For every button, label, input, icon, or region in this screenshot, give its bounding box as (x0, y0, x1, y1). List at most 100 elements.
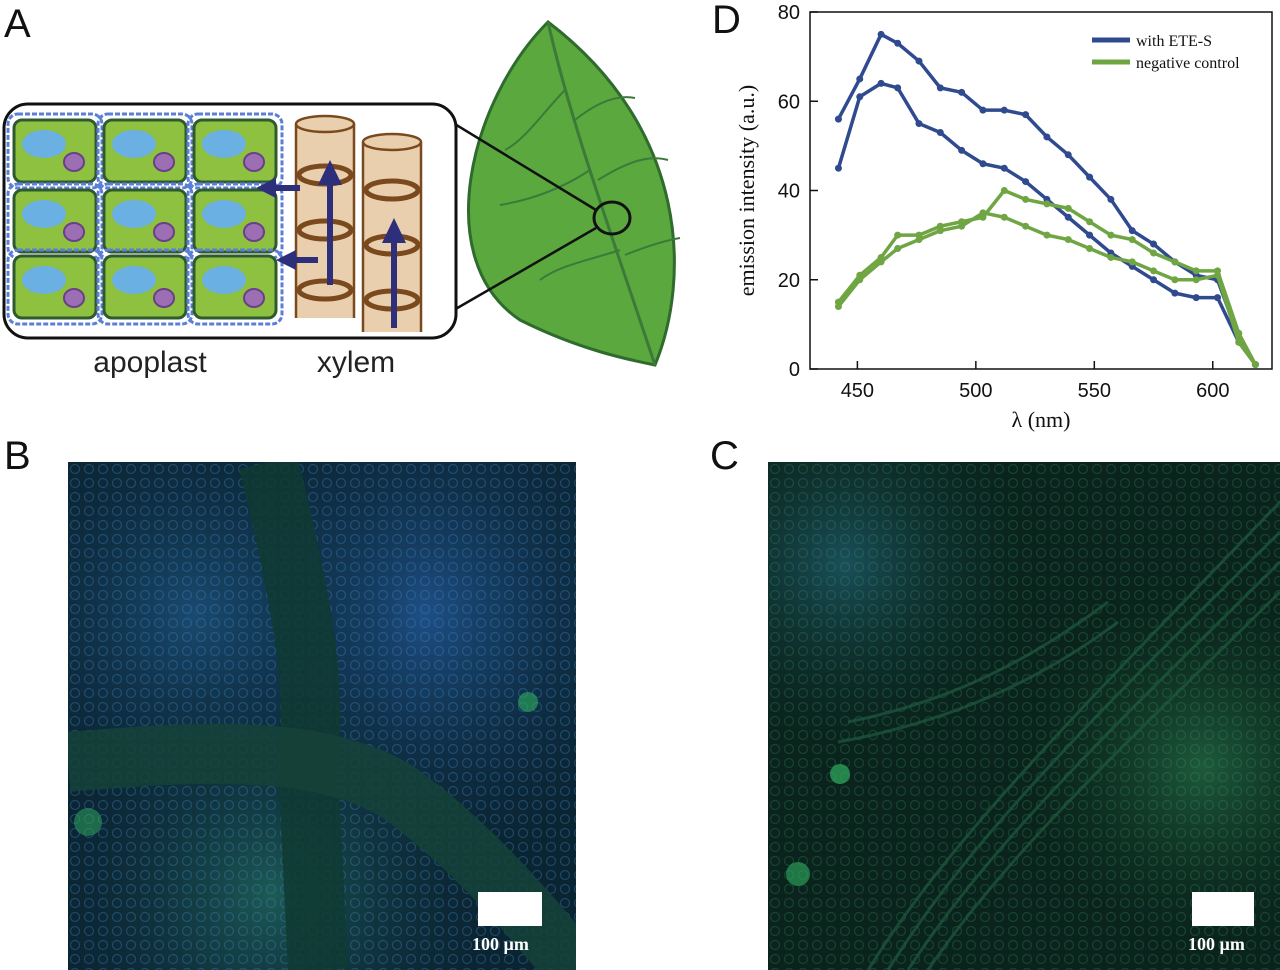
panel-letter-b: B (4, 434, 31, 478)
data-point (1022, 195, 1030, 203)
data-point (1043, 200, 1051, 208)
panel-letter-c: C (710, 434, 739, 478)
data-point (936, 128, 944, 136)
data-point (834, 115, 842, 123)
data-point (877, 258, 885, 266)
series-line (834, 79, 1259, 369)
plant-cell (6, 182, 104, 260)
scale-bar (478, 892, 542, 926)
data-point (1086, 245, 1094, 253)
data-point (877, 79, 885, 87)
leaf-illustration (467, 20, 681, 367)
data-point (1086, 218, 1094, 226)
data-point (979, 160, 987, 168)
scale-bar-label: 100 µm (472, 934, 529, 954)
data-point (915, 120, 923, 128)
data-point (1214, 294, 1222, 302)
data-point (1235, 338, 1243, 346)
data-point (1107, 253, 1115, 261)
panel-letter-d: D (712, 0, 741, 42)
plant-cell (186, 112, 284, 190)
x-axis-label: λ (nm) (1012, 407, 1071, 432)
data-point (1171, 289, 1179, 297)
data-point (834, 303, 842, 311)
data-point (979, 209, 987, 217)
micrograph-b: 100 µm (68, 462, 576, 970)
data-point (894, 39, 902, 47)
data-point (1022, 178, 1030, 186)
panel-letter-a: A (4, 2, 31, 46)
data-point (958, 146, 966, 154)
data-point (1064, 151, 1072, 159)
data-point (1150, 240, 1158, 248)
data-point (915, 57, 923, 65)
data-point (894, 84, 902, 92)
x-tick-label: 500 (959, 380, 992, 402)
data-point (1128, 236, 1136, 244)
data-point (1043, 133, 1051, 141)
series-path (837, 188, 1257, 366)
data-point (1000, 164, 1008, 172)
data-point (1150, 276, 1158, 284)
data-point (877, 30, 885, 38)
x-tick-label: 550 (1078, 380, 1111, 402)
data-point (1171, 258, 1179, 266)
plant-cell (96, 182, 194, 260)
data-point (1022, 111, 1030, 119)
data-point (834, 164, 842, 172)
data-point (856, 75, 864, 83)
y-tick-label: 40 (778, 181, 800, 203)
label-apoplast: apoplast (93, 346, 207, 379)
data-point (1022, 222, 1030, 230)
emission-spectrum-chart: 450 500 550 600 0 20 40 60 80 λ (nm) emission in… (734, 2, 1273, 432)
data-point (1000, 187, 1008, 194)
y-tick-label: 20 (778, 270, 800, 292)
data-point (1064, 204, 1072, 212)
data-point (1000, 213, 1008, 221)
label-xylem: xylem (317, 346, 395, 379)
legend-label: with ETE-S (1136, 33, 1212, 50)
data-point (979, 106, 987, 114)
data-point (936, 84, 944, 92)
y-tick-label: 60 (778, 91, 800, 113)
data-point (915, 236, 923, 244)
chart-legend: with ETE-S negative control (1092, 33, 1240, 72)
data-point (936, 227, 944, 235)
plant-cell (96, 248, 194, 326)
flow-arrows (256, 160, 406, 328)
data-point (856, 276, 864, 284)
data-point (1000, 106, 1008, 114)
y-tick-label: 0 (789, 359, 800, 381)
data-point (894, 231, 902, 239)
scale-bar (1192, 892, 1254, 926)
data-point (1086, 231, 1094, 239)
data-point (1128, 227, 1136, 235)
data-point (856, 93, 864, 101)
data-point (958, 222, 966, 230)
data-point (1214, 271, 1222, 279)
plant-cell (96, 112, 194, 190)
data-point (1251, 361, 1259, 369)
data-point (1150, 267, 1158, 275)
axis-ticks: 450 500 550 600 0 20 40 60 80 (778, 2, 1230, 402)
plant-cell (6, 248, 104, 326)
chart-series (834, 30, 1259, 369)
legend-item: negative control (1092, 55, 1240, 72)
data-point (1128, 258, 1136, 266)
data-point (1192, 267, 1200, 275)
data-point (1171, 276, 1179, 284)
data-point (1192, 294, 1200, 302)
y-tick-label: 80 (778, 2, 800, 24)
data-point (1086, 173, 1094, 181)
series-line (834, 209, 1259, 369)
scale-bar-label: 100 µm (1188, 934, 1245, 954)
data-point (894, 245, 902, 253)
data-point (1192, 276, 1200, 284)
panel-a-schematic: apoplast xylem (2, 20, 681, 379)
legend-item: with ETE-S (1092, 33, 1212, 50)
data-point (1150, 249, 1158, 257)
data-point (1064, 213, 1072, 221)
x-tick-label: 450 (841, 380, 874, 402)
x-tick-label: 600 (1196, 380, 1229, 402)
micrograph-c: 100 µm (768, 462, 1280, 970)
